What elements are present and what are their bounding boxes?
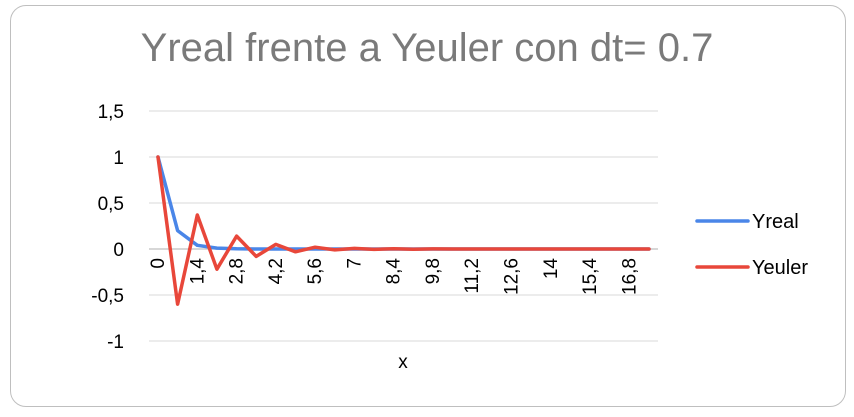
y-tick-label: 1,5: [98, 102, 124, 123]
x-tick-label: 1,4: [187, 258, 208, 285]
y-tick-label: -0,5: [91, 286, 124, 307]
x-tick-label: 9,8: [423, 258, 444, 284]
x-tick-label: 15,4: [580, 258, 601, 295]
series-lines: [156, 155, 651, 306]
legend-label: Yeuler: [752, 257, 808, 279]
y-tick-label: 1: [113, 148, 124, 169]
y-tick-labels: 1,5 1 0,5 0 -0,5 -1: [91, 102, 124, 353]
series-line-yeuler: [156, 155, 651, 306]
x-axis-label: x: [398, 352, 408, 373]
x-tick-label: 7: [344, 258, 365, 269]
gridlines: [149, 110, 658, 342]
x-tick-label: 11,2: [462, 258, 483, 294]
legend: Yreal Yeuler: [695, 211, 808, 279]
x-tick-labels: 0 1,4 2,8 4,2 5,6 7 8,4 9,8 11,2 12,6 14 15,4 16,8: [148, 258, 640, 295]
x-tick-label: 0: [148, 258, 169, 269]
x-tick-label: 5,6: [305, 258, 326, 284]
y-tick-label: 0: [113, 240, 124, 261]
y-tick-label: 0,5: [98, 194, 124, 215]
x-tick-label: 2,8: [227, 258, 248, 284]
y-tick-label: -1: [107, 332, 124, 353]
legend-label: Yreal: [752, 211, 799, 233]
chart-frame: [10, 5, 846, 407]
x-tick-label: 14: [541, 258, 562, 280]
x-tick-label: 16,8: [619, 258, 640, 295]
x-tick-label: 8,4: [384, 258, 405, 285]
x-tick-label: 4,2: [266, 258, 287, 284]
chart-title: Yreal frente a Yeuler con dt= 0.7: [140, 26, 714, 70]
x-tick-label: 12,6: [502, 258, 523, 295]
